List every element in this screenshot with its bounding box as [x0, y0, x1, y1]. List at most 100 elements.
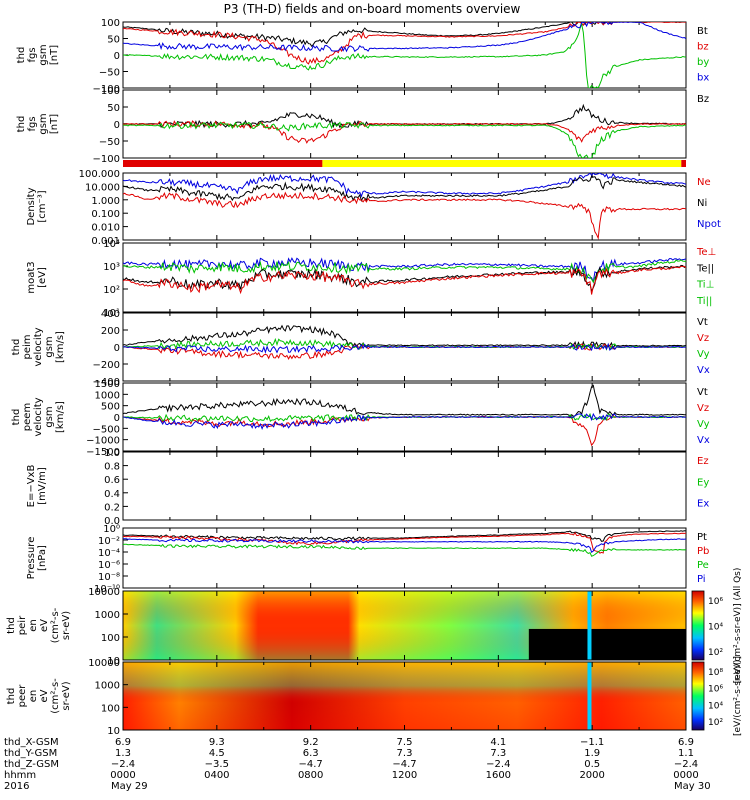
y-axis-label: Pressure	[26, 537, 37, 580]
x-axis-value: 0400	[204, 770, 229, 781]
y-tick-label: 0	[114, 343, 120, 354]
series-line-vt	[123, 324, 686, 350]
y-tick-label: 10	[107, 726, 120, 737]
y-axis-label: thd	[6, 688, 17, 705]
legend-entry: Vx	[697, 435, 710, 446]
x-axis-value: 1600	[486, 770, 511, 781]
mode-bar	[123, 160, 686, 167]
x-axis-value: 1.1	[678, 748, 694, 759]
y-tick-label: 100	[101, 633, 120, 644]
series-line-te-	[123, 265, 686, 295]
y-tick-label: 1000	[95, 610, 120, 621]
y-axis-label: peem	[22, 403, 33, 431]
series-group	[123, 173, 686, 240]
legend-entry: Ti||	[696, 296, 712, 307]
y-tick-label: 0.6	[104, 475, 120, 486]
y-axis-label: E=−VxB	[26, 465, 37, 508]
x-axis-value: 1.9	[584, 748, 600, 759]
y-tick-label: −100	[93, 84, 120, 95]
x-axis-row-label: hhmm	[4, 770, 36, 781]
x-axis-value: 2000	[579, 770, 604, 781]
series-line-ti-	[123, 259, 686, 284]
mode-bar-segment	[681, 160, 686, 167]
y-tick-label: −100	[93, 154, 120, 165]
y-tick-label: −50	[99, 68, 120, 79]
panel-peim_velocity: 400 200 0 −200 −400 thd peim velocity gsm [km/s] V…	[11, 309, 710, 388]
y-tick-label: −50	[99, 137, 120, 148]
legend-entry: Pe	[697, 560, 709, 571]
panel-frame	[122, 527, 687, 589]
legend-entry: Vx	[697, 365, 710, 376]
legend-entry: Ex	[697, 499, 709, 510]
series-line-ni	[123, 175, 686, 202]
legend-entry: Vy	[697, 419, 710, 430]
y-axis-label: peim	[22, 334, 33, 359]
series-line-ne	[123, 191, 686, 240]
y-axis-label: en	[28, 619, 39, 632]
y-tick-label: 0.0	[104, 516, 120, 527]
x-axis-value: 6.9	[678, 737, 694, 748]
legend-entry: by	[697, 57, 709, 68]
y-axis-label: (cm²-s-	[50, 678, 61, 714]
y-axis-label: [nT]	[49, 114, 60, 134]
y-tick-label: 10¹	[103, 308, 120, 319]
panel-frame	[122, 451, 687, 521]
colorbar-tick-label: 10⁶	[708, 685, 723, 695]
colorbar-scale	[691, 661, 705, 731]
y-tick-label: 10⁰	[103, 524, 120, 535]
y-axis-label: thd	[11, 339, 22, 356]
x-axis-value: 6.9	[115, 737, 131, 748]
y-axis-label: fgs	[27, 47, 38, 62]
series-line-npot	[123, 173, 686, 198]
y-tick-label: −500	[93, 424, 120, 435]
spectrogram-stripe	[587, 662, 592, 730]
y-axis-label: [mV/m]	[37, 467, 48, 505]
y-axis-label: eV	[39, 619, 50, 632]
x-axis-row-label: thd_X-GSM	[4, 737, 59, 748]
x-axis-value: 1200	[392, 770, 417, 781]
series-group	[123, 103, 686, 158]
colorbar-scale	[691, 590, 705, 661]
y-tick-label: 10	[107, 656, 120, 667]
x-axis-year: 2016	[4, 781, 29, 792]
y-axis-label: gsm	[44, 336, 55, 357]
y-axis-label: sr-eV)	[61, 611, 72, 640]
y-axis-label: moat3	[26, 261, 37, 293]
legend-entry: Ne	[697, 177, 711, 188]
y-axis-label: gsm	[38, 44, 49, 65]
x-axis-value: 0000	[110, 770, 135, 781]
colorbar-tick-label: 10²	[708, 648, 723, 658]
y-tick-label: 10²	[103, 285, 120, 296]
y-axis-label: peir	[17, 615, 28, 635]
x-axis-value: −1.1	[580, 737, 604, 748]
legend-entry: Ni	[697, 198, 707, 209]
x-axis-value: 7.5	[397, 737, 413, 748]
y-axis-label: sr-eV)	[61, 681, 72, 710]
series-line-vx	[123, 412, 686, 430]
spectrogram-overlay-peer_spec	[123, 662, 686, 730]
legend-entry: Pb	[697, 546, 709, 557]
legend-entry: Ez	[697, 456, 709, 467]
chart-title: P3 (TH-D) fields and on-board moments ov…	[224, 2, 521, 16]
y-axis-label: velocity	[33, 327, 44, 366]
y-axis-label: [cm⁻³]	[37, 190, 48, 222]
x-axis-end-date: May 30	[674, 781, 711, 792]
x-axis-row-label: thd_Y-GSM	[4, 748, 57, 759]
y-axis-label: [nT]	[49, 45, 60, 65]
y-tick-label: 100	[101, 18, 120, 29]
mode-bar-segment	[123, 160, 323, 167]
y-tick-label: −200	[93, 360, 120, 371]
y-tick-label: 1000	[95, 681, 120, 692]
series-line-pb	[123, 532, 686, 554]
y-axis-label: fgs	[27, 116, 38, 131]
legend-entry: Pi	[697, 574, 706, 585]
y-tick-label: 10.000	[85, 182, 120, 193]
y-axis-label: velocity	[33, 397, 44, 436]
y-tick-label: 10000	[88, 658, 120, 669]
y-tick-label: 0	[114, 120, 120, 131]
x-axis-value: 7.3	[397, 748, 413, 759]
legend-entry: Vy	[697, 349, 710, 360]
series-line-red	[123, 120, 686, 144]
